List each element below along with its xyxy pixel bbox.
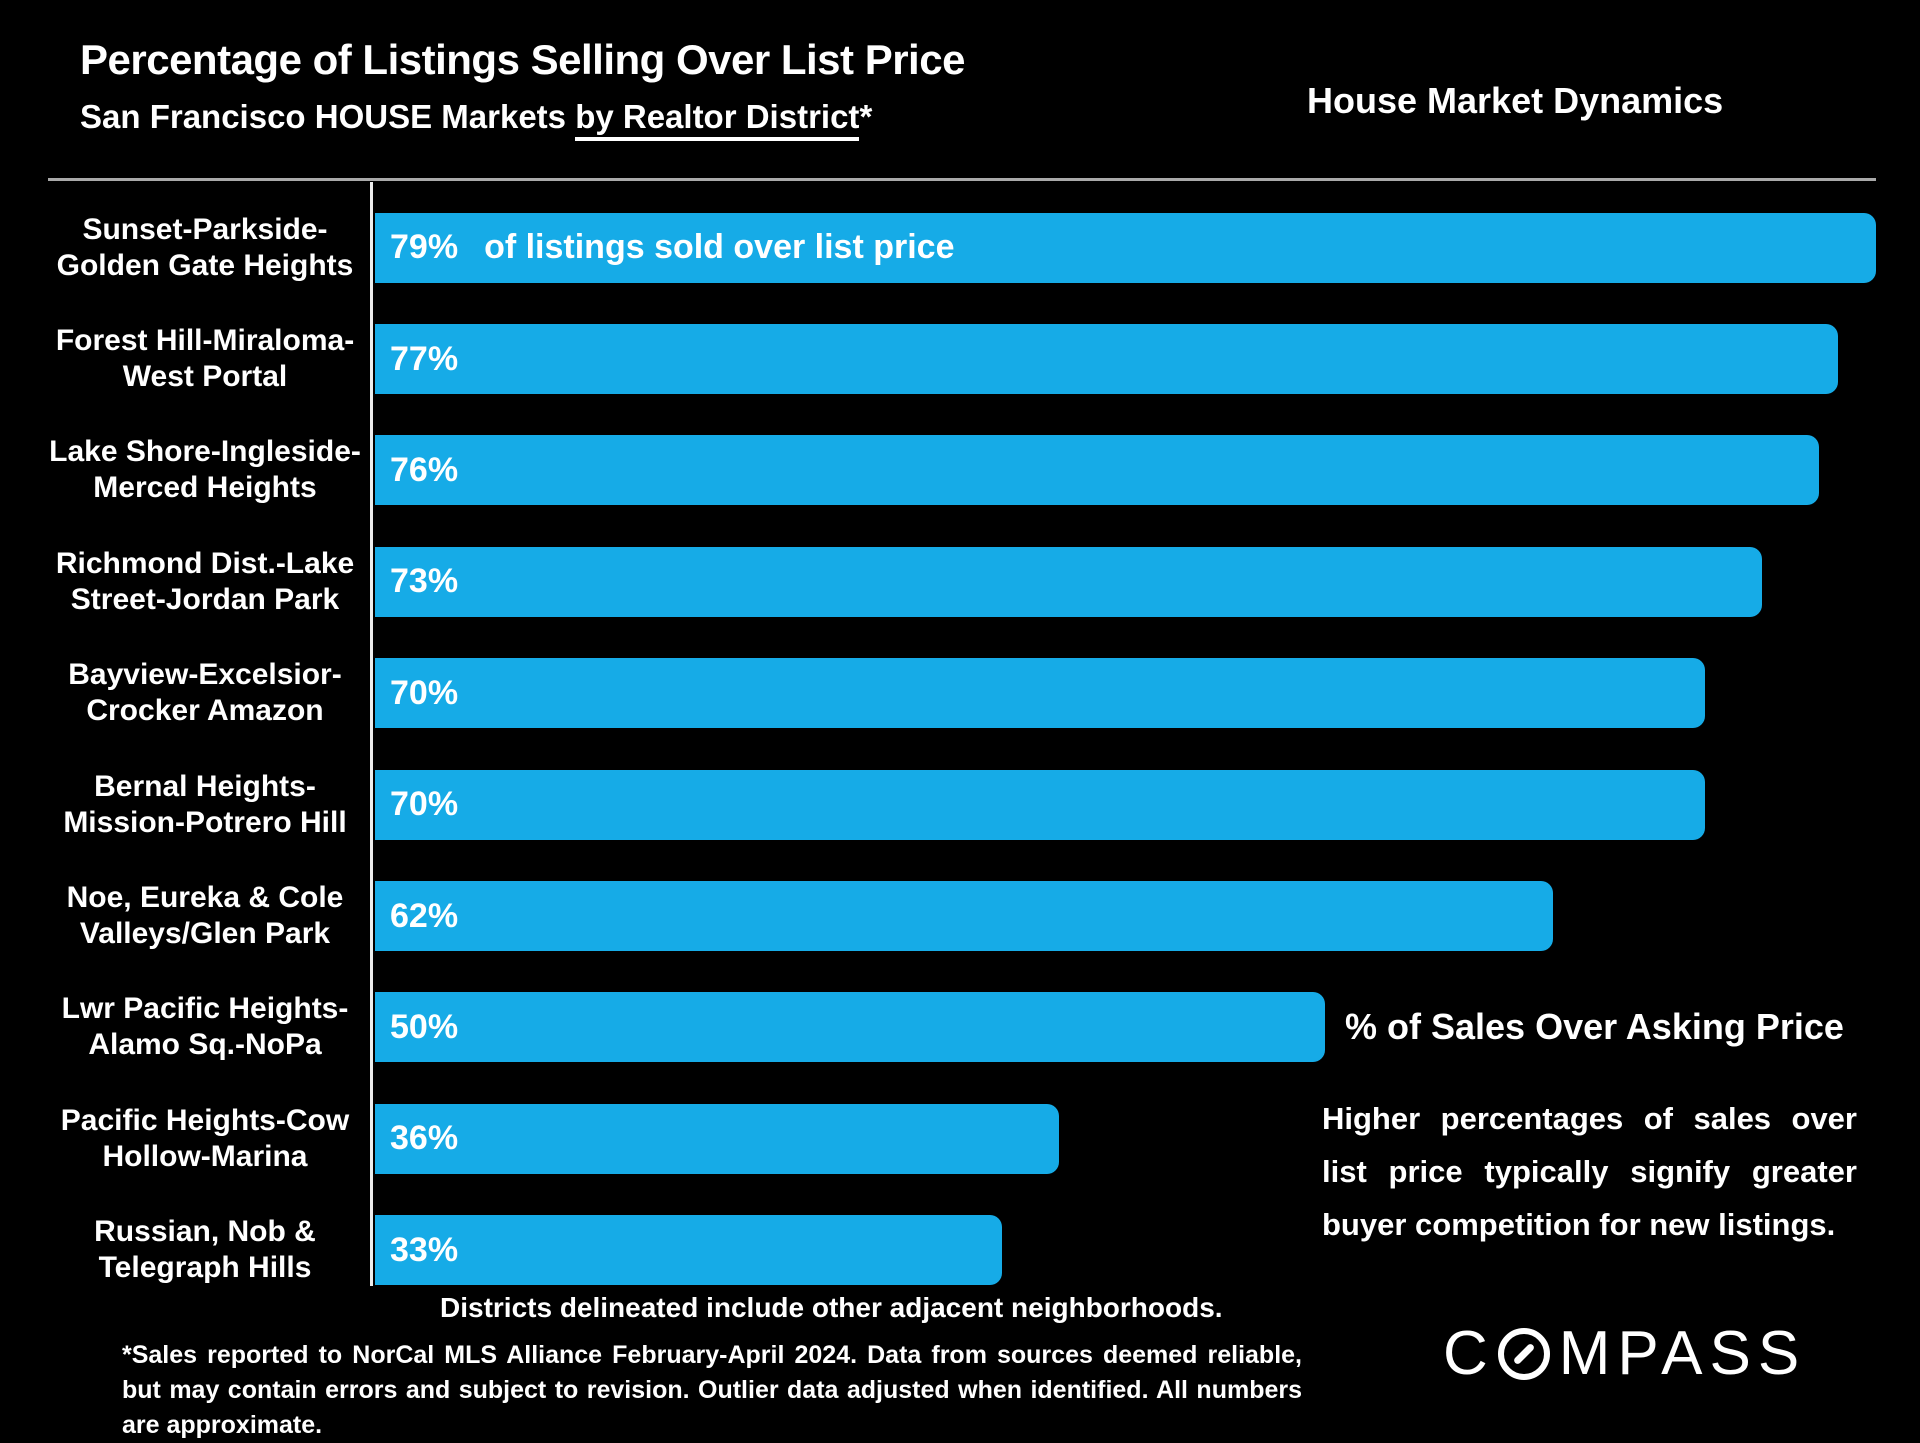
logo-letters-mpass: MPASS — [1558, 1319, 1807, 1388]
chart-row: Noe, Eureka & Cole Valleys/Glen Park 62% — [0, 860, 1920, 971]
bar-value-label: 79% — [390, 228, 459, 267]
chart-row: Lake Shore-Ingleside- Merced Heights 76% — [0, 415, 1920, 526]
bar: 62% — [375, 881, 1553, 952]
category-label: Lake Shore-Ingleside- Merced Heights — [49, 435, 361, 505]
bar-value-label: 62% — [390, 896, 459, 935]
bar: 70% — [375, 769, 1705, 840]
page-subtitle: San Francisco HOUSE Markets by Realtor D… — [80, 98, 873, 141]
category-label: Forest Hill-Miraloma- West Portal — [55, 324, 355, 394]
category-label: Sunset-Parkside- Golden Gate Heights — [56, 212, 354, 282]
bar-annotation: of listings sold over list price — [484, 228, 955, 267]
bar-value-label: 70% — [390, 673, 459, 712]
bar: 73% — [375, 546, 1762, 617]
axis-annotation: % of Sales Over Asking Price — [1345, 1006, 1844, 1047]
page-title: Percentage of Listings Selling Over List… — [80, 36, 965, 83]
category-label: Bayview-Excelsior- Crocker Amazon — [68, 658, 342, 728]
chart-row: Bernal Heights- Mission-Potrero Hill 70% — [0, 749, 1920, 860]
header-right-title: House Market Dynamics — [1307, 80, 1724, 121]
category-label: Lwr Pacific Heights- Alamo Sq.-NoPa — [61, 992, 349, 1062]
bar: 76% — [375, 435, 1819, 506]
chart-row: Richmond Dist.-Lake Street-Jordan Park 73% — [0, 526, 1920, 637]
category-label: Russian, Nob & Telegraph Hills — [94, 1215, 316, 1285]
bar: 36% — [375, 1103, 1059, 1174]
compass-logo: C MPASS — [1443, 1322, 1806, 1386]
subtitle-underlined: by Realtor District — [575, 98, 860, 141]
bar: 77% — [375, 324, 1838, 395]
bar-value-label: 73% — [390, 562, 459, 601]
category-label: Pacific Heights-Cow Hollow-Marina — [60, 1103, 350, 1173]
subtitle-prefix: San Francisco HOUSE Markets — [80, 98, 576, 135]
bar-value-label: 33% — [390, 1230, 459, 1269]
districts-note: Districts delineated include other adjac… — [440, 1292, 1223, 1323]
logo-compass-o-icon — [1497, 1328, 1550, 1380]
category-label: Bernal Heights- Mission-Potrero Hill — [63, 769, 347, 839]
footnote-text: *Sales reported to NorCal MLS Alliance F… — [122, 1341, 1302, 1439]
category-label: Noe, Eureka & Cole Valleys/Glen Park — [66, 881, 344, 951]
explainer-text: Higher percentages of sales over list pr… — [1322, 1101, 1857, 1242]
bar: 79% of listings sold over list price — [375, 212, 1876, 283]
chart-row: Forest Hill-Miraloma- West Portal 77% — [0, 303, 1920, 414]
bar: 70% — [375, 658, 1705, 729]
bar-value-label: 76% — [390, 450, 459, 489]
subtitle-asterisk: * — [859, 98, 873, 135]
chart-row: Pacific Heights-Cow Hollow-Marina 36% — [0, 1083, 1920, 1194]
chart-top-border-line — [48, 178, 1876, 181]
chart-row: Sunset-Parkside- Golden Gate Heights 79% of… — [0, 192, 1920, 303]
logo-letter-c: C — [1443, 1319, 1495, 1388]
bar: 50% — [375, 992, 1325, 1063]
chart-y-axis-line — [370, 182, 373, 1286]
chart-row: Lwr Pacific Heights- Alamo Sq.-NoPa 50% — [0, 972, 1920, 1083]
category-label: Richmond Dist.-Lake Street-Jordan Park — [55, 546, 355, 616]
bar: 33% — [375, 1215, 1002, 1286]
chart-row: Bayview-Excelsior- Crocker Amazon 70% — [0, 638, 1920, 749]
chart-row: Russian, Nob & Telegraph Hills 33% — [0, 1195, 1920, 1306]
bar-value-label: 50% — [390, 1007, 459, 1046]
bar-value-label: 77% — [390, 339, 459, 378]
bar-value-label: 70% — [390, 785, 459, 824]
bar-value-label: 36% — [390, 1119, 459, 1158]
chart-rows: Sunset-Parkside- Golden Gate Heights 79% of… — [0, 180, 1920, 1306]
